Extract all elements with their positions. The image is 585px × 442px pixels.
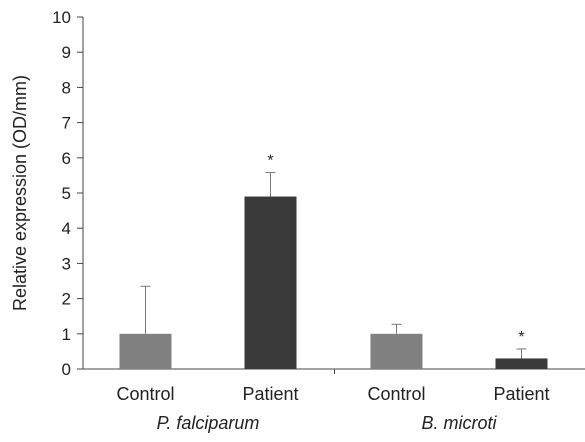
bar: [495, 358, 548, 369]
y-axis: 0 1 2 3 4 5 6 7 8 9 10: [52, 8, 84, 379]
y-tick-label: 10: [52, 8, 71, 27]
group-label: P. falciparum: [157, 413, 260, 433]
y-tick-label: 9: [62, 43, 71, 62]
y-tick-label: 1: [62, 325, 71, 344]
category-label: Control: [367, 384, 425, 404]
labels: Control Patient Control Patient P. falciparu…: [116, 384, 549, 433]
bar: [119, 333, 172, 369]
bars: **: [119, 153, 548, 369]
y-tick-label: 3: [62, 254, 71, 273]
bar: [370, 333, 423, 369]
x-axis: [83, 368, 585, 374]
y-tick-label: 8: [62, 78, 71, 97]
category-label: Patient: [493, 384, 549, 404]
y-tick-label: 6: [62, 149, 71, 168]
category-label: Patient: [242, 384, 298, 404]
y-tick-label: 5: [62, 184, 71, 203]
bar: [244, 196, 297, 369]
y-tick-label: 2: [62, 290, 71, 309]
category-label: Control: [116, 384, 174, 404]
y-tick-label: 4: [62, 219, 71, 238]
significance-marker: *: [267, 153, 273, 170]
significance-marker: *: [518, 329, 524, 346]
y-tick-label: 0: [62, 360, 71, 379]
y-tick-label: 7: [62, 114, 71, 133]
group-label: B. microti: [421, 413, 497, 433]
y-axis-label: Relative expression (OD/mm): [10, 75, 30, 311]
